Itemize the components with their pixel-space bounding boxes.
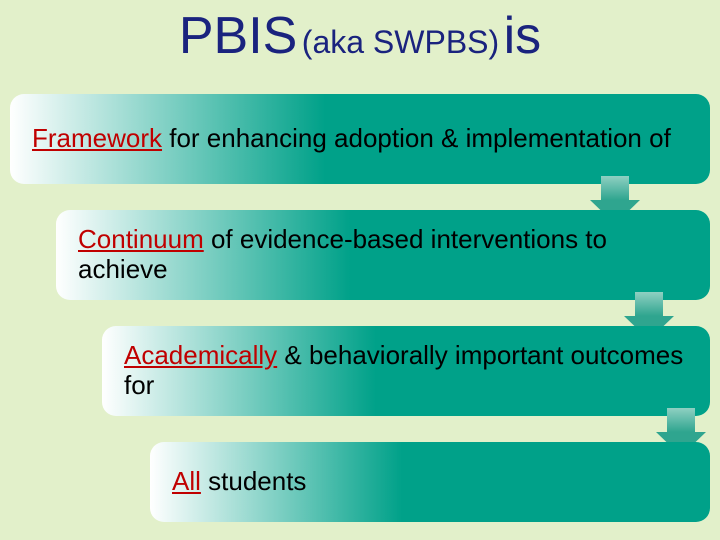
slide-title: PBIS (aka SWPBS) is bbox=[0, 0, 720, 66]
step-text-1: Framework for enhancing adoption & imple… bbox=[32, 124, 671, 154]
step-lead-4: All bbox=[172, 466, 201, 496]
step-text-2: Continuum of evidence-based intervention… bbox=[78, 225, 700, 285]
step-box-3: Academically & behaviorally important ou… bbox=[102, 326, 710, 416]
step-rest-1: for enhancing adoption & implementation … bbox=[162, 123, 671, 153]
step-box-1: Framework for enhancing adoption & imple… bbox=[10, 94, 710, 184]
title-word-2: (aka SWPBS) bbox=[302, 24, 499, 60]
step-box-2: Continuum of evidence-based intervention… bbox=[56, 210, 710, 300]
step-box-4: All students bbox=[150, 442, 710, 522]
step-lead-3: Academically bbox=[124, 340, 277, 370]
slide: PBIS (aka SWPBS) is Framework for enhanc… bbox=[0, 0, 720, 540]
title-word-1: PBIS bbox=[179, 7, 298, 65]
title-word-3: is bbox=[504, 7, 542, 65]
step-text-3: Academically & behaviorally important ou… bbox=[124, 341, 700, 401]
step-lead-2: Continuum bbox=[78, 224, 204, 254]
step-text-4: All students bbox=[172, 467, 306, 497]
step-rest-4: students bbox=[201, 466, 307, 496]
step-lead-1: Framework bbox=[32, 123, 162, 153]
